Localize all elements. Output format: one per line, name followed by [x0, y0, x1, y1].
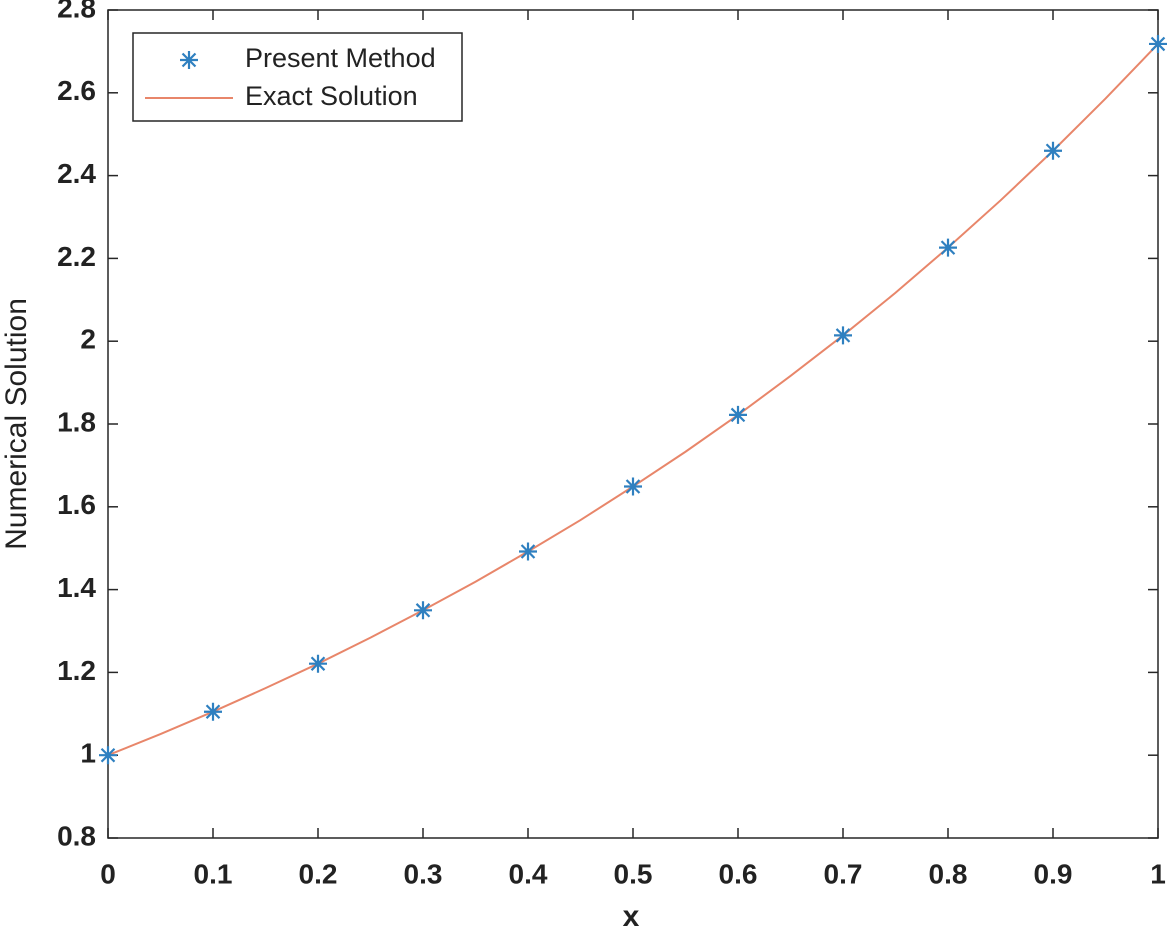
data-point	[1149, 34, 1167, 53]
data-point	[939, 238, 957, 257]
data-point	[204, 702, 222, 721]
x-tick-label: 0.7	[824, 858, 863, 889]
x-tick-label: 0.1	[194, 858, 233, 889]
data-point	[729, 405, 747, 424]
y-tick-label: 1	[80, 738, 96, 769]
y-tick-label: 0.8	[57, 820, 96, 851]
x-axis-label: x	[623, 900, 640, 933]
data-point	[834, 326, 852, 345]
data-point	[99, 746, 117, 765]
y-tick-label: 1.6	[57, 489, 96, 520]
data-point	[1044, 141, 1062, 160]
y-tick-label: 2	[80, 324, 96, 355]
y-tick-label: 2.4	[57, 158, 96, 189]
x-tick-label: 1	[1150, 858, 1166, 889]
x-tick-label: 0.6	[719, 858, 758, 889]
data-point	[414, 601, 432, 620]
y-tick-label: 1.8	[57, 406, 96, 437]
data-point	[519, 542, 537, 561]
y-tick-label: 2.8	[57, 0, 96, 23]
x-tick-label: 0.8	[929, 858, 968, 889]
legend: Present Method Exact Solution	[132, 32, 463, 122]
y-tick-label: 2.6	[57, 75, 96, 106]
data-point	[309, 654, 327, 673]
x-tick-label: 0	[100, 858, 116, 889]
legend-label: Exact Solution	[245, 81, 418, 111]
x-tick-label: 0.5	[614, 858, 653, 889]
y-tick-label: 1.4	[57, 572, 96, 603]
data-point	[624, 477, 642, 496]
y-axis-label: Numerical Solution	[0, 298, 33, 550]
plot-area	[107, 9, 1159, 839]
x-tick-label: 0.2	[299, 858, 338, 889]
legend-swatch	[180, 51, 198, 69]
x-tick-label: 0.4	[509, 858, 548, 889]
x-tick-label: 0.3	[404, 858, 443, 889]
legend-box	[132, 32, 463, 122]
y-tick-label: 2.2	[57, 241, 96, 272]
y-tick-label: 1.2	[57, 655, 96, 686]
x-tick-label: 0.9	[1034, 858, 1073, 889]
legend-label: Present Method	[245, 43, 436, 73]
